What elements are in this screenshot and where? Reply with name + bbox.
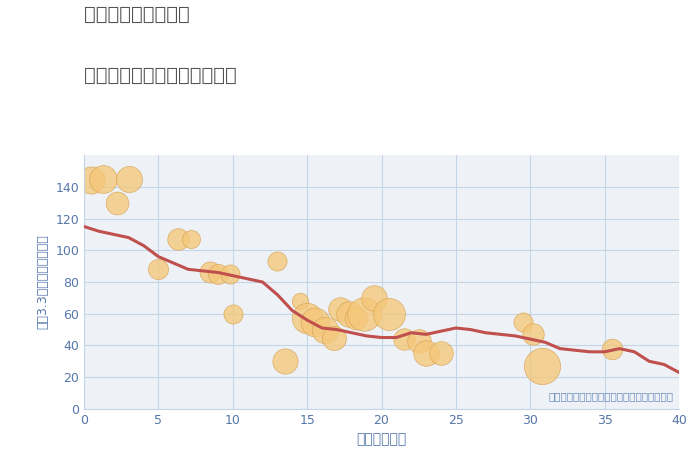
Point (328, 334, 339, 341)
Point (384, 310, 395, 318)
Point (205, 269, 216, 276)
Point (398, 336, 409, 343)
Point (368, 294, 379, 302)
Point (172, 235, 183, 243)
Point (224, 270, 235, 278)
Point (606, 345, 617, 352)
Point (86, 177, 97, 184)
Point (358, 310, 370, 318)
Point (413, 337, 424, 345)
Point (153, 266, 164, 273)
Point (212, 270, 223, 278)
Point (272, 258, 283, 265)
X-axis label: 築年数（年）: 築年数（年） (356, 432, 407, 446)
Point (319, 326, 330, 333)
Point (528, 330, 539, 338)
Text: 埼玉県飯能市上赤工: 埼玉県飯能市上赤工 (84, 5, 190, 24)
Point (279, 358, 290, 365)
Point (294, 297, 305, 305)
Point (123, 175, 134, 183)
Point (421, 350, 432, 357)
Y-axis label: 坪（3.3㎡）単価（万円）: 坪（3.3㎡）単価（万円） (36, 235, 50, 329)
Point (309, 318, 320, 325)
Point (435, 350, 447, 357)
Point (98, 175, 109, 183)
Text: 円の大きさは、取引のあった物件面積を示す: 円の大きさは、取引のあった物件面積を示す (548, 392, 673, 401)
Text: 築年数別中古マンション価格: 築年数別中古マンション価格 (84, 66, 237, 85)
Point (537, 362, 548, 370)
Point (227, 310, 238, 318)
Point (517, 318, 528, 325)
Point (111, 199, 122, 206)
Point (302, 315, 313, 322)
Point (351, 315, 362, 322)
Point (343, 310, 354, 318)
Point (186, 235, 197, 243)
Point (335, 305, 346, 313)
